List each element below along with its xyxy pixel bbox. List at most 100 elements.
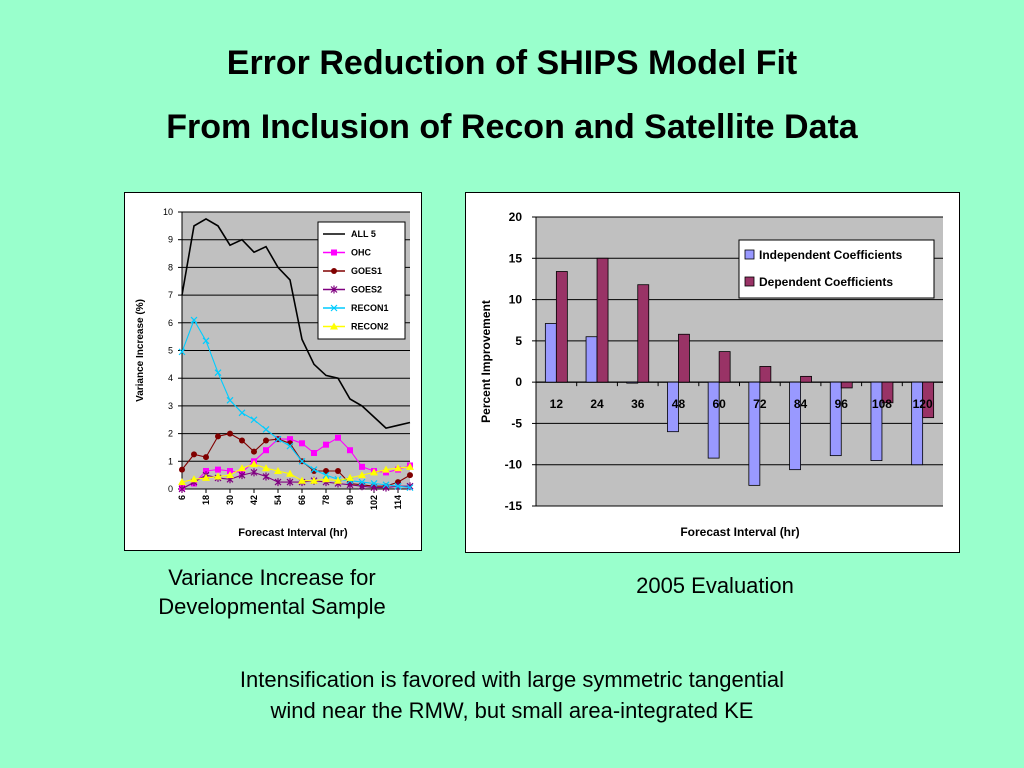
bar-independent-coefficients bbox=[707, 381, 720, 459]
bar-dependent-coefficients bbox=[596, 257, 609, 383]
series-recon1 bbox=[178, 316, 414, 492]
data-point-goes1 bbox=[263, 437, 269, 444]
data-point-goes1 bbox=[215, 433, 221, 440]
legend-marker-recon1 bbox=[330, 304, 338, 312]
x-tick-label: 18 bbox=[201, 495, 211, 505]
data-point-recon2 bbox=[346, 473, 354, 481]
y-tick-label: 10 bbox=[509, 293, 523, 307]
slide-title-line2: From Inclusion of Recon and Satellite Da… bbox=[166, 108, 858, 146]
bar-independent-coefficients bbox=[870, 381, 883, 461]
x-tick-label: 78 bbox=[321, 495, 331, 505]
data-point-recon1 bbox=[250, 416, 258, 424]
legend-label-recon1: RECON1 bbox=[351, 303, 389, 313]
x-tick-label: 108 bbox=[872, 397, 892, 411]
summary-note: Intensification is favored with large sy… bbox=[180, 664, 844, 726]
legend-label-goes2: GOES2 bbox=[351, 285, 382, 295]
x-tick-label: 42 bbox=[249, 495, 259, 505]
data-point-recon2 bbox=[250, 460, 258, 468]
legend-swatch-dependent-coefficients bbox=[744, 276, 755, 287]
legend-label-ohc: OHC bbox=[351, 248, 372, 258]
data-point-recon1 bbox=[322, 471, 330, 479]
y-axis-title: Percent Improvement bbox=[479, 300, 493, 423]
caption-left-line2: Developmental Sample bbox=[158, 594, 386, 619]
summary-note-line1: Intensification is favored with large sy… bbox=[239, 667, 785, 692]
bar-dependent-coefficients bbox=[881, 381, 894, 404]
y-tick-label: 0 bbox=[515, 375, 522, 389]
y-tick-label: 8 bbox=[168, 262, 173, 272]
data-point-ohc bbox=[335, 434, 341, 441]
y-tick-label: 9 bbox=[168, 235, 173, 245]
data-point-recon2 bbox=[226, 471, 234, 479]
data-point-recon2 bbox=[238, 464, 246, 472]
bar-dependent-coefficients bbox=[637, 284, 650, 383]
data-point-recon1 bbox=[274, 435, 282, 443]
data-point-recon1 bbox=[202, 337, 210, 345]
percent-improvement-chart: -15 -10 -5 0 5 10 15 20 12 24 36 48 60 72 84 96 108 120 Pe… bbox=[465, 192, 960, 553]
x-axis-title: Forecast Interval (hr) bbox=[680, 525, 799, 539]
bar-dependent-coefficients bbox=[800, 375, 812, 383]
bar-dependent-coefficients bbox=[718, 351, 731, 383]
data-point-ohc bbox=[215, 466, 221, 473]
data-point-recon1 bbox=[178, 348, 186, 356]
data-point-ohc bbox=[347, 447, 353, 454]
y-axis-title: Variance Increase (%) bbox=[135, 299, 146, 402]
x-tick-label: 72 bbox=[753, 397, 767, 411]
y-tick-label: 3 bbox=[168, 401, 173, 411]
series-line-all-5 bbox=[181, 217, 411, 429]
bar-dependent-coefficients bbox=[922, 381, 935, 419]
data-point-recon2 bbox=[214, 472, 222, 480]
data-point-recon2 bbox=[382, 465, 390, 473]
data-point-recon2 bbox=[262, 464, 270, 472]
legend-marker-ohc bbox=[331, 249, 337, 256]
data-point-goes1 bbox=[239, 437, 245, 444]
x-tick-label: 90 bbox=[345, 495, 355, 505]
bar-independent-coefficients bbox=[789, 381, 801, 471]
x-tick-label: 24 bbox=[590, 397, 604, 411]
x-tick-label: 48 bbox=[672, 397, 686, 411]
data-point-recon2 bbox=[322, 475, 330, 483]
percent-improvement-chart-svg: -15 -10 -5 0 5 10 15 20 12 24 36 48 60 72 84 96 108 120 Pe… bbox=[479, 210, 943, 539]
data-point-goes2 bbox=[274, 478, 282, 487]
data-point-ohc bbox=[227, 467, 233, 474]
data-point-goes2 bbox=[238, 471, 246, 480]
data-point-recon1 bbox=[226, 396, 234, 404]
x-tick-label: 66 bbox=[297, 495, 307, 505]
legend-marker-goes1 bbox=[331, 268, 337, 274]
bar-independent-coefficients bbox=[667, 381, 679, 433]
y-tick-label: 20 bbox=[509, 210, 523, 224]
data-point-recon2 bbox=[358, 471, 366, 479]
legend-label-all-5: ALL 5 bbox=[351, 229, 376, 239]
slide-title-line1: Error Reduction of SHIPS Model Fit bbox=[226, 44, 798, 82]
x-tick-label: 30 bbox=[225, 495, 235, 505]
data-point-recon1 bbox=[358, 478, 366, 486]
y-tick-label: -15 bbox=[505, 499, 523, 513]
caption-2005-evaluation: 2005 Evaluation bbox=[636, 573, 794, 598]
y-tick-label: 5 bbox=[515, 334, 522, 348]
legend-swatch-independent-coefficients bbox=[744, 249, 755, 260]
data-point-recon1 bbox=[286, 442, 294, 450]
summary-note-line2: wind near the RMW, but small area-integr… bbox=[270, 698, 754, 723]
data-point-recon2 bbox=[190, 475, 198, 483]
data-point-goes1 bbox=[227, 430, 233, 437]
bar-dependent-coefficients bbox=[759, 366, 772, 383]
caption-left-line1: Variance Increase for bbox=[168, 565, 376, 590]
y-tick-label: 5 bbox=[168, 346, 173, 356]
data-point-goes1 bbox=[395, 479, 401, 486]
data-point-recon2 bbox=[178, 478, 186, 486]
x-tick-label: 6 bbox=[177, 495, 187, 500]
data-point-recon2 bbox=[394, 464, 402, 472]
data-point-recon1 bbox=[394, 482, 402, 490]
data-point-recon1 bbox=[406, 484, 414, 492]
data-point-recon1 bbox=[262, 426, 270, 433]
data-point-ohc bbox=[287, 436, 293, 443]
data-point-ohc bbox=[299, 440, 305, 447]
y-tick-label: 2 bbox=[168, 429, 173, 439]
data-point-goes2 bbox=[406, 482, 414, 491]
legend-label-recon2: RECON2 bbox=[351, 322, 389, 332]
data-point-recon2 bbox=[370, 468, 378, 476]
data-point-ohc bbox=[311, 449, 317, 456]
series-all-5 bbox=[181, 217, 411, 429]
series-recon2 bbox=[178, 460, 414, 486]
data-point-recon1 bbox=[382, 481, 390, 489]
